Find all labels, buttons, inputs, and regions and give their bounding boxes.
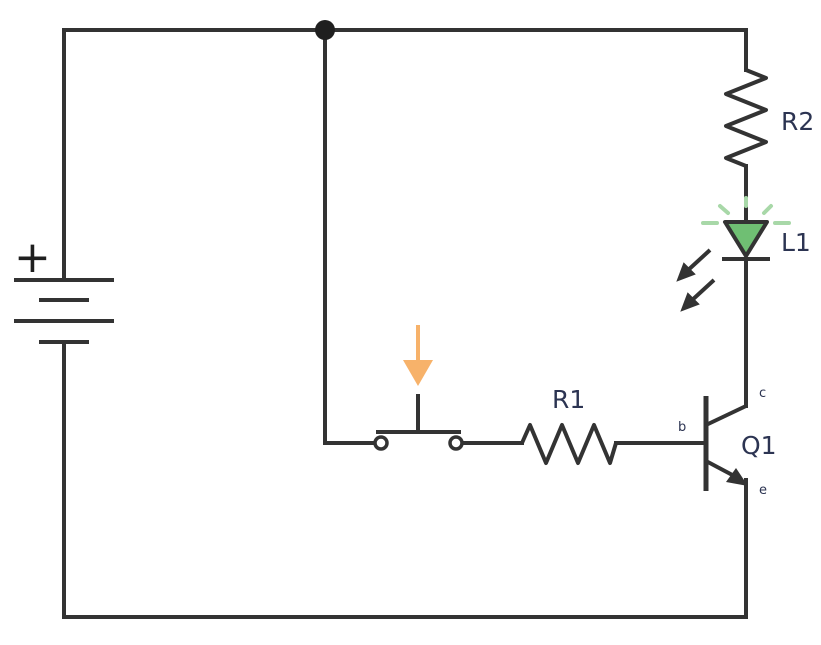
junction-dot	[315, 20, 335, 40]
resistor-r2-zigzag	[724, 68, 768, 168]
resistor-r1-label: R1	[552, 385, 585, 414]
transistor-base-label: b	[678, 420, 686, 435]
battery: +	[14, 232, 114, 344]
resistor-r1-zigzag	[520, 423, 618, 465]
battery-plus-symbol: +	[14, 232, 51, 283]
press-arrow-head	[403, 360, 433, 386]
pushbutton	[373, 325, 464, 451]
resistor-r2-label: R2	[781, 107, 814, 136]
transistor-emitter-arrow	[726, 468, 748, 486]
led-arrow-1	[684, 248, 712, 274]
transistor-q1-label: Q1	[741, 431, 777, 460]
wire-left-bottom	[62, 340, 748, 619]
led-arrow-2	[688, 278, 716, 304]
transistor-collector	[705, 404, 747, 427]
led-glow-dash	[718, 204, 730, 215]
transistor-emitter-label: e	[759, 483, 767, 498]
switch-contact-right	[448, 435, 464, 451]
wire-top	[62, 28, 748, 72]
led-l1: L1	[676, 196, 811, 312]
led-glow	[701, 196, 791, 225]
resistor-r1: R1	[520, 385, 618, 465]
transistor-collector-label: c	[759, 386, 766, 401]
led-arrow-2-head	[680, 292, 700, 312]
led-arrow-1-head	[676, 262, 696, 282]
wire-branch	[323, 28, 377, 445]
wires	[62, 28, 748, 619]
switch-contact-left	[373, 435, 389, 451]
resistor-r2: R2	[724, 68, 814, 168]
transistor-q1: b c e Q1	[678, 386, 777, 498]
led-emission-arrows	[676, 248, 716, 312]
led-l1-label: L1	[781, 228, 811, 257]
led-glow-dash	[762, 204, 773, 215]
led-triangle	[723, 220, 769, 258]
